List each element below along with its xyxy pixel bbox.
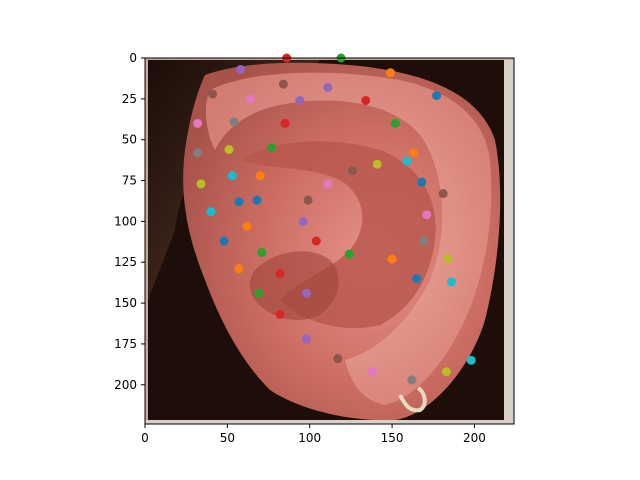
scatter-points xyxy=(193,53,476,385)
scatter-point xyxy=(367,367,377,377)
scatter-point xyxy=(344,249,354,259)
scatter-point xyxy=(229,117,239,127)
scatter-point xyxy=(196,179,206,189)
scatter-point xyxy=(208,89,218,99)
scatter-point xyxy=(219,236,229,246)
scatter-point xyxy=(252,195,262,205)
scatter-point xyxy=(255,171,265,181)
scatter-point xyxy=(372,159,382,169)
scatter-point xyxy=(418,236,428,246)
y-axis-ticks: 0 25 50 75 100 125 150 175 200 xyxy=(114,51,145,392)
x-tick-label: 150 xyxy=(381,431,404,445)
scatter-point xyxy=(333,354,343,364)
scatter-point xyxy=(387,254,397,264)
scatter-point xyxy=(234,264,244,274)
ear-image xyxy=(145,58,514,424)
x-tick-label: 200 xyxy=(463,431,486,445)
scatter-point xyxy=(422,210,432,220)
scatter-point xyxy=(432,91,442,101)
scatter-point xyxy=(323,82,333,92)
scatter-point xyxy=(348,166,358,176)
x-axis-ticks: 0 50 100 150 200 xyxy=(141,424,486,445)
scatter-point xyxy=(257,247,267,257)
scatter-point xyxy=(466,355,476,365)
scatter-point xyxy=(242,221,252,231)
y-tick-label: 50 xyxy=(122,133,137,147)
scatter-point xyxy=(390,118,400,128)
scatter-point xyxy=(254,288,264,298)
x-tick-label: 0 xyxy=(141,431,149,445)
scatter-point xyxy=(275,269,285,279)
scatter-point xyxy=(441,367,451,377)
scatter-point xyxy=(443,254,453,264)
scatter-point xyxy=(301,334,311,344)
y-tick-label: 150 xyxy=(114,296,137,310)
scatter-point xyxy=(361,95,371,105)
scatter-point xyxy=(412,274,422,284)
y-tick-label: 25 xyxy=(122,92,137,106)
scatter-point xyxy=(236,64,246,74)
scatter-point xyxy=(446,277,456,287)
y-tick-label: 75 xyxy=(122,174,137,188)
x-tick-label: 100 xyxy=(298,431,321,445)
scatter-point xyxy=(280,118,290,128)
scatter-point xyxy=(245,94,255,104)
scatter-point xyxy=(206,207,216,217)
scatter-point xyxy=(193,118,203,128)
scatter-point xyxy=(385,68,395,78)
scatter-point xyxy=(295,95,305,105)
scatter-point xyxy=(303,195,313,205)
y-tick-label: 0 xyxy=(129,51,137,65)
scatter-point xyxy=(275,310,285,320)
scatter-point xyxy=(267,143,277,153)
scatter-point xyxy=(301,288,311,298)
scatter-point xyxy=(298,216,308,226)
plot-frame xyxy=(144,57,515,425)
scatter-point xyxy=(311,236,321,246)
scatter-point xyxy=(409,148,419,158)
scatter-point xyxy=(224,145,234,154)
scatter-point xyxy=(438,189,448,199)
scatter-point xyxy=(407,375,417,385)
scatter-point xyxy=(323,179,333,189)
y-tick-label: 100 xyxy=(114,214,137,228)
scatter-point xyxy=(227,171,237,181)
scatter-point xyxy=(193,148,203,158)
scatter-point xyxy=(417,177,427,187)
scatter-point xyxy=(234,197,244,207)
scatter-point xyxy=(278,79,288,89)
y-tick-label: 125 xyxy=(114,255,137,269)
scatter-point xyxy=(402,156,412,166)
y-tick-label: 175 xyxy=(114,337,137,351)
y-tick-label: 200 xyxy=(114,378,137,392)
x-tick-label: 50 xyxy=(220,431,235,445)
